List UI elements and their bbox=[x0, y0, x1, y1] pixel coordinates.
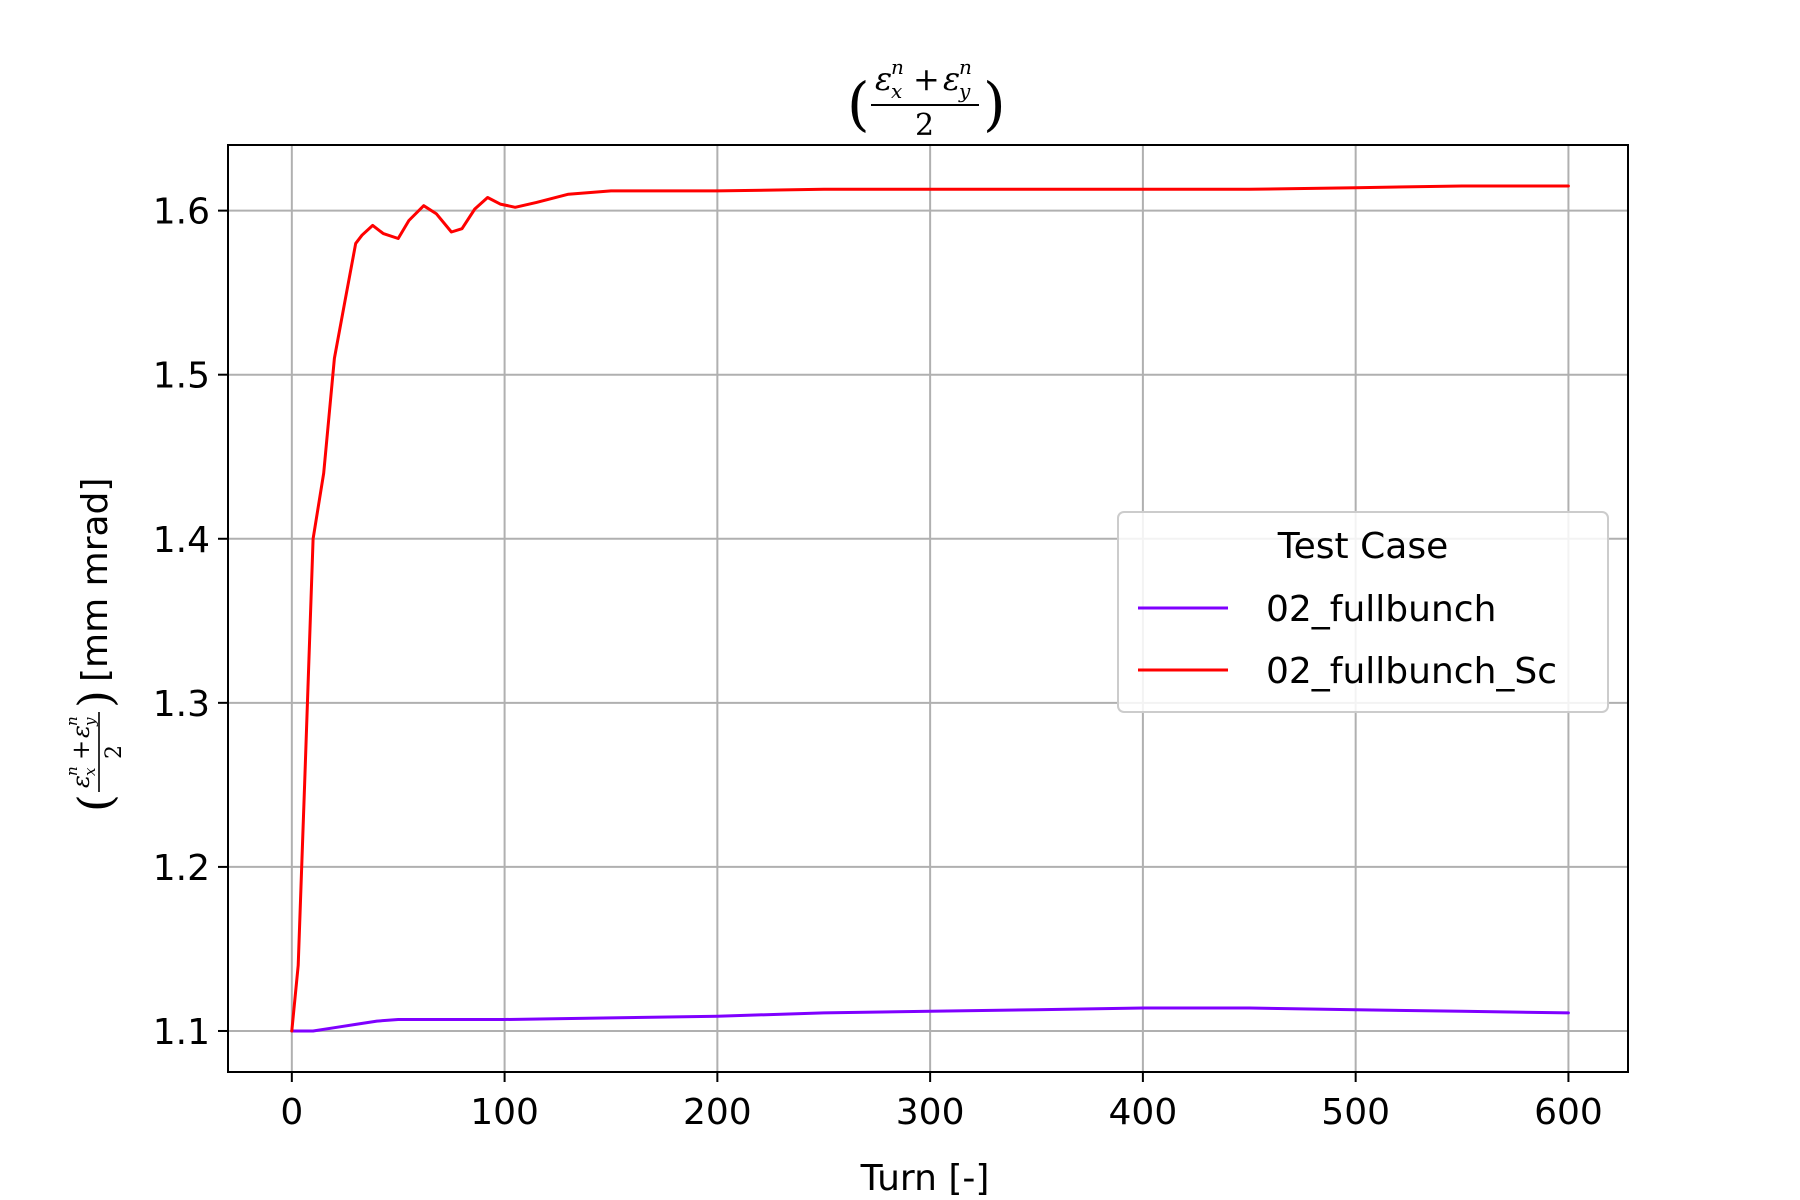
ylabel-left-paren: ( bbox=[68, 794, 122, 812]
title-epsilon-x: ε bbox=[875, 60, 892, 98]
y-tick-label: 1.2 bbox=[153, 848, 210, 889]
y-tick-label: 1.4 bbox=[153, 520, 210, 561]
x-tick-label: 300 bbox=[896, 1092, 965, 1133]
ylabel-right-paren: ) bbox=[68, 690, 122, 708]
title-plus: + bbox=[913, 60, 940, 98]
title-sub-y: y bbox=[958, 79, 971, 103]
title-left-paren: ( bbox=[847, 70, 870, 138]
x-tick-label: 500 bbox=[1321, 1092, 1390, 1133]
ylabel-denominator: 2 bbox=[102, 745, 127, 759]
series-layer bbox=[290, 184, 1570, 1033]
series-line-02-fullbunch bbox=[290, 1006, 1570, 1033]
y-tick-label: 1.5 bbox=[153, 356, 210, 397]
title-denominator: 2 bbox=[915, 108, 934, 143]
x-tick-label: 100 bbox=[470, 1092, 539, 1133]
ylabel-sub-x: x bbox=[81, 767, 99, 776]
ylabel-sup-n-x: n bbox=[63, 766, 81, 776]
legend-label-02-fullbunch: 02_fullbunch bbox=[1266, 589, 1496, 630]
y-tick-label: 1.6 bbox=[153, 192, 210, 233]
title-sub-x: x bbox=[891, 79, 902, 103]
y-tick-label: 1.3 bbox=[153, 684, 210, 725]
plot-frame bbox=[227, 144, 1629, 1073]
ylabel-epsilon-y: ε bbox=[67, 725, 95, 738]
series-line-02-fullbunch-sc bbox=[290, 184, 1570, 1033]
y-tick-label: 1.1 bbox=[153, 1012, 210, 1053]
ylabel-sup-n-y: n bbox=[63, 716, 81, 726]
chart-title: ( ε x n + ε y n 2 ) bbox=[847, 55, 1006, 143]
x-tick-label: 400 bbox=[1109, 1092, 1178, 1133]
ylabel-sub-y: y bbox=[81, 717, 99, 727]
title-epsilon-y: ε bbox=[943, 60, 960, 98]
title-sup-n-y: n bbox=[959, 55, 972, 79]
legend-box bbox=[1117, 511, 1609, 713]
ticks: 0 100 200 300 400 500 600 1.1 1.2 1.3 1.4 1.5 1.6 bbox=[153, 192, 1603, 1133]
x-tick-label: 0 bbox=[280, 1092, 303, 1133]
ylabel-plus: + bbox=[67, 740, 95, 760]
title-sup-n-x: n bbox=[891, 55, 904, 79]
legend-title: Test Case bbox=[1277, 526, 1448, 567]
y-axis-label: ( ε x n + ε y n 2 ) [mm mrad] bbox=[63, 478, 127, 812]
x-axis-label: Turn [-] bbox=[860, 1158, 990, 1199]
x-tick-label: 200 bbox=[683, 1092, 752, 1133]
title-right-paren: ) bbox=[983, 70, 1006, 138]
x-tick-label: 600 bbox=[1534, 1092, 1603, 1133]
ylabel-unit: [mm mrad] bbox=[75, 478, 116, 682]
legend-label-02-fullbunch-sc: 02_fullbunch_Sc bbox=[1266, 651, 1557, 692]
ylabel-epsilon-x: ε bbox=[67, 775, 95, 788]
legend: Test Case 02_fullbunch 02_fullbunch_Sc bbox=[1117, 511, 1609, 713]
